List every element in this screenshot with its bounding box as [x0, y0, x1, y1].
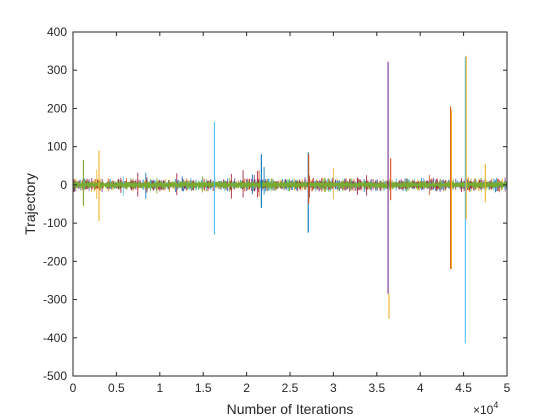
- x-tick-label: 2.5: [282, 381, 299, 395]
- trajectory-series-core: [73, 181, 507, 189]
- x-tick-label: 1.5: [195, 381, 212, 395]
- x-axis-multiplier-base: ×10: [473, 403, 494, 417]
- y-tick-label: -100: [43, 216, 67, 230]
- x-axis-label: Number of Iterations: [227, 401, 354, 417]
- y-tick-label: 300: [47, 63, 67, 77]
- x-axis-multiplier: ×104: [473, 400, 498, 417]
- y-tick-label: 100: [47, 140, 67, 154]
- x-axis-multiplier-exponent: 4: [493, 400, 498, 410]
- series-layer: [73, 55, 507, 344]
- ticks-layer: 0 0.5 1 1.5 2 2.5 3 3.5 4 4.5 5 -500 -400 -300 -200 -10…: [43, 25, 511, 395]
- y-tick-label: 0: [60, 178, 67, 192]
- x-tick-label: 4: [417, 381, 424, 395]
- y-tick-label: -300: [43, 293, 67, 307]
- x-tick-label: 0: [70, 381, 77, 395]
- x-tick-label: 4.5: [455, 381, 472, 395]
- y-tick-label: -200: [43, 254, 67, 268]
- plot-area: [73, 32, 507, 376]
- x-tick-label: 0.5: [108, 381, 125, 395]
- x-tick-label: 3: [330, 381, 337, 395]
- y-tick-label: -400: [43, 331, 67, 345]
- y-tick-label: -500: [43, 369, 67, 383]
- y-axis-label: Trajectory: [22, 173, 38, 235]
- x-tick-label: 2: [243, 381, 250, 395]
- y-tick-label: 200: [47, 101, 67, 115]
- x-tick-label: 3.5: [368, 381, 385, 395]
- x-tick-label: 5: [504, 381, 511, 395]
- x-tick-label: 1: [156, 381, 163, 395]
- y-tick-label: 400: [47, 25, 67, 39]
